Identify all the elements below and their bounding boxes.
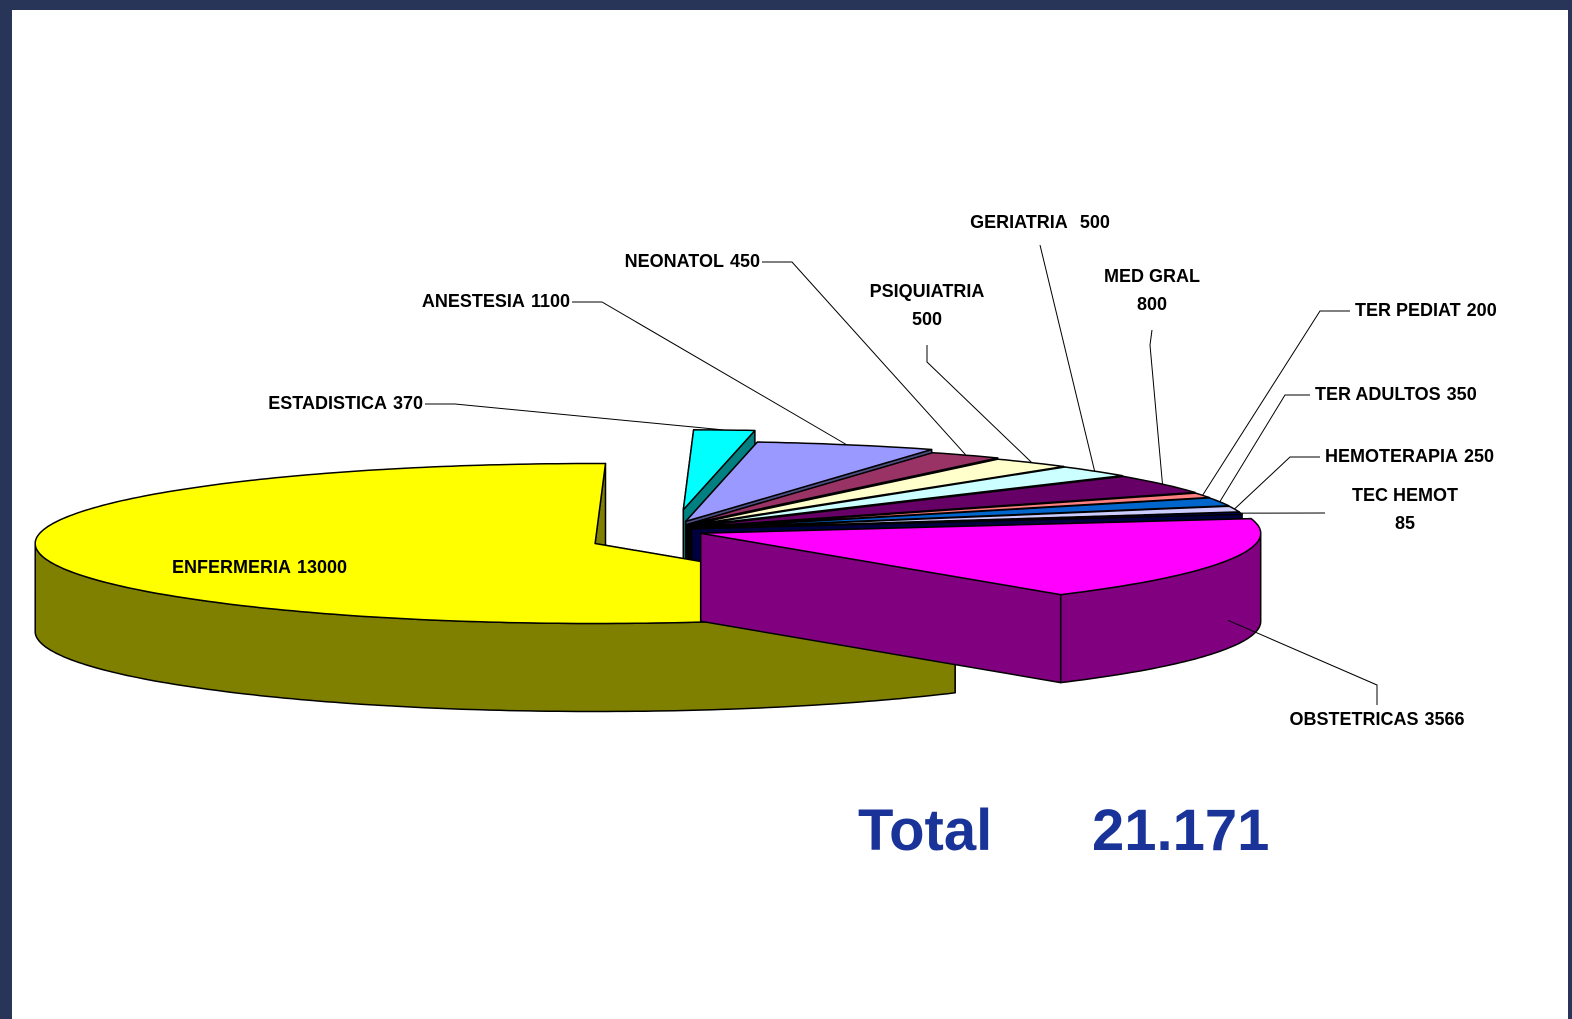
slice-top xyxy=(690,497,1230,529)
slice-label-value: 85 xyxy=(1395,513,1415,533)
slice-label: TEC HEMOT 85 xyxy=(1352,485,1458,533)
slice-label: GERIATRIA 500 xyxy=(970,212,1110,232)
leader-line xyxy=(1227,619,1378,705)
leader-line xyxy=(926,345,1033,464)
slice-label: ANESTESIA 1100 xyxy=(422,291,570,311)
slice-label-category: NEONATOL xyxy=(625,251,724,271)
slice-label-value: 13000 xyxy=(297,557,347,577)
slice-label: NEONATOL 450 xyxy=(625,251,760,271)
leader-line xyxy=(1234,456,1320,510)
slice-label: TER PEDIAT 200 xyxy=(1355,300,1497,320)
slice-label-value: 250 xyxy=(1464,446,1494,466)
slice-label: TER ADULTOS 350 xyxy=(1315,384,1477,404)
slice-label-category: ANESTESIA xyxy=(422,291,525,311)
leader-line xyxy=(1219,394,1310,503)
slice-label-value: 500 xyxy=(912,309,942,329)
slice-label-value: 370 xyxy=(393,393,423,413)
leader-line xyxy=(1202,310,1350,496)
slice-label-value: 3566 xyxy=(1424,709,1464,729)
slice-label-category: ESTADISTICA xyxy=(268,393,387,413)
slice-label-category: GERIATRIA xyxy=(970,212,1068,232)
total-value: 21.171 xyxy=(1092,798,1269,863)
slice-label-value: 200 xyxy=(1467,300,1497,320)
slice-label: ENFERMERIA 13000 xyxy=(172,557,347,577)
slice-top xyxy=(686,458,1065,527)
slice-label-category: TER ADULTOS xyxy=(1315,384,1441,404)
slice-label-value: 1100 xyxy=(531,291,570,311)
slice-label-value: 500 xyxy=(1080,212,1110,232)
leader-line xyxy=(762,261,967,456)
leader-line xyxy=(1149,329,1163,485)
slice-label-category: OBSTETRICAS xyxy=(1289,709,1418,729)
slice-label-category: HEMOTERAPIA xyxy=(1325,446,1458,466)
slice-label: HEMOTERAPIA 250 xyxy=(1325,446,1494,466)
slice-label: ESTADISTICA 370 xyxy=(268,393,423,413)
slice-top xyxy=(686,451,999,526)
slice-label-category: MED GRAL xyxy=(1104,266,1200,286)
slice-top xyxy=(684,441,933,523)
slice-label-category: TER PEDIAT xyxy=(1355,300,1461,320)
slice-label-category: ENFERMERIA xyxy=(172,557,291,577)
leader-line xyxy=(425,403,725,431)
slice-label-value: 350 xyxy=(1447,384,1477,404)
slice-label: OBSTETRICAS 3566 xyxy=(1289,709,1464,729)
slice-label: PSIQUIATRIA 500 xyxy=(870,281,985,329)
total-label: Total xyxy=(858,798,992,863)
slice-label-value: 450 xyxy=(730,251,760,271)
slice-label-category: PSIQUIATRIA xyxy=(870,281,985,301)
pie-slice xyxy=(699,517,1262,684)
slice-label: MED GRAL 800 xyxy=(1104,266,1200,314)
slice-top xyxy=(682,429,756,511)
slice-label-value: 800 xyxy=(1137,294,1167,314)
slice-top xyxy=(699,517,1262,596)
leader-line xyxy=(572,301,847,446)
slice-label-category: TEC HEMOT xyxy=(1352,485,1458,505)
leader-line xyxy=(1039,244,1096,472)
